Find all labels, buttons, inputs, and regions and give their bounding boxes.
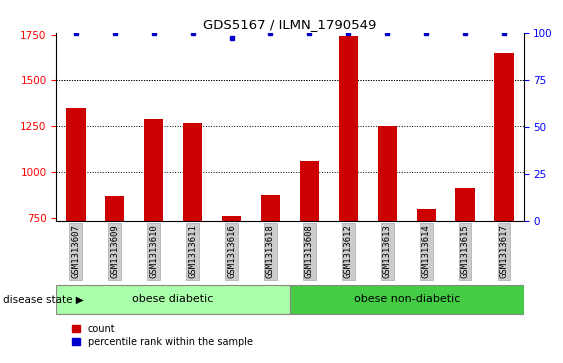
Bar bbox=[222, 216, 242, 355]
Bar bbox=[455, 188, 475, 355]
Text: GSM1313609: GSM1313609 bbox=[110, 224, 119, 278]
Text: GSM1313617: GSM1313617 bbox=[499, 224, 508, 278]
Bar bbox=[66, 108, 86, 355]
Text: GSM1313611: GSM1313611 bbox=[188, 224, 197, 278]
Text: GSM1313608: GSM1313608 bbox=[305, 224, 314, 278]
Text: obese non-diabetic: obese non-diabetic bbox=[354, 294, 460, 305]
Text: GSM1313615: GSM1313615 bbox=[461, 224, 470, 278]
Bar bbox=[261, 195, 280, 355]
Bar bbox=[338, 36, 358, 355]
Legend: count, percentile rank within the sample: count, percentile rank within the sample bbox=[73, 324, 253, 347]
Text: GSM1313616: GSM1313616 bbox=[227, 224, 236, 278]
Bar bbox=[378, 126, 397, 355]
Text: GSM1313613: GSM1313613 bbox=[383, 224, 392, 278]
Text: obese diabetic: obese diabetic bbox=[132, 294, 214, 305]
Text: GSM1313612: GSM1313612 bbox=[344, 224, 353, 278]
Bar bbox=[417, 209, 436, 355]
Bar bbox=[290, 285, 524, 314]
Text: GSM1313610: GSM1313610 bbox=[149, 224, 158, 278]
Text: disease state ▶: disease state ▶ bbox=[3, 294, 83, 305]
Bar bbox=[56, 285, 290, 314]
Text: GSM1313618: GSM1313618 bbox=[266, 224, 275, 278]
Bar bbox=[105, 196, 124, 355]
Text: GSM1313607: GSM1313607 bbox=[72, 224, 81, 278]
Bar bbox=[183, 123, 202, 355]
Bar bbox=[494, 53, 514, 355]
Title: GDS5167 / ILMN_1790549: GDS5167 / ILMN_1790549 bbox=[203, 19, 377, 32]
Bar bbox=[144, 119, 163, 355]
Bar bbox=[300, 161, 319, 355]
Text: GSM1313614: GSM1313614 bbox=[422, 224, 431, 278]
